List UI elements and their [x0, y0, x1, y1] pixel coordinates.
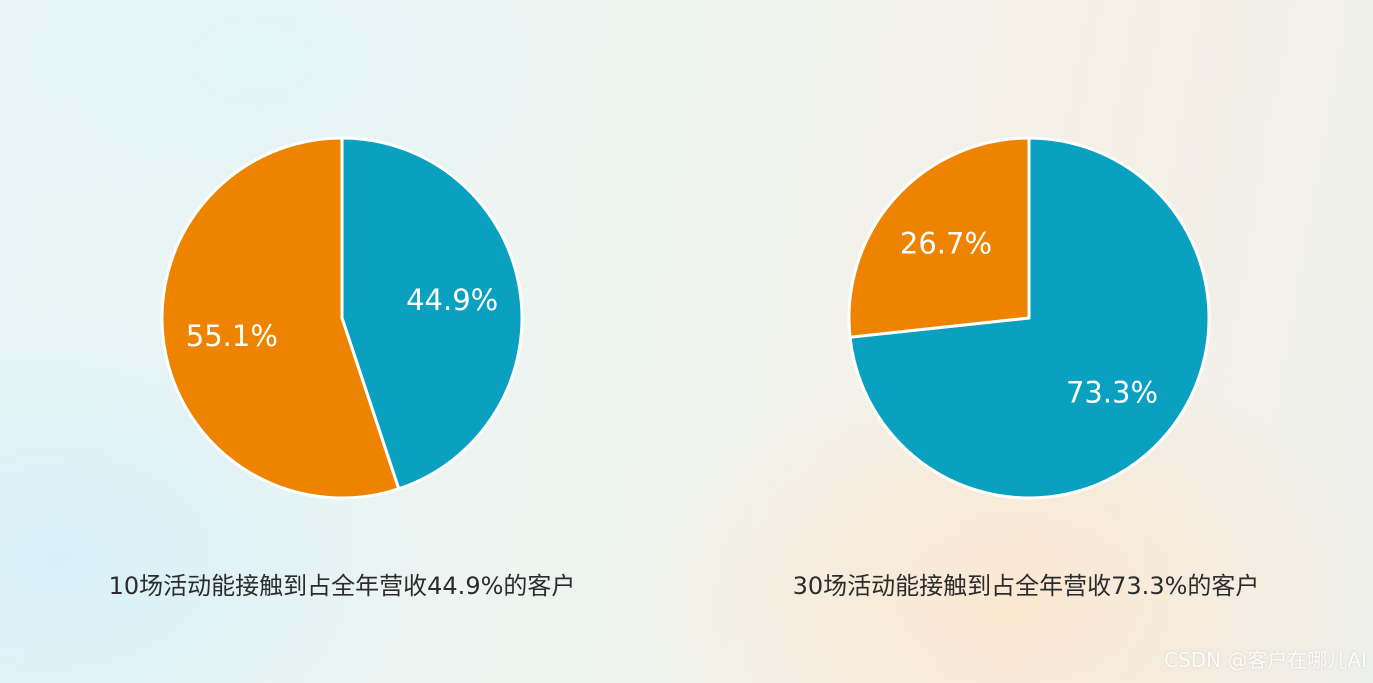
pie-slice-1 [160, 136, 401, 500]
slice-label-0: 44.9% [406, 283, 498, 317]
slice-label-1: 26.7% [900, 226, 992, 260]
pie-slice-0 [340, 136, 524, 491]
slice-label-1: 55.1% [186, 319, 278, 353]
chart-caption: 30场活动能接触到占全年营收73.3%的客户 [792, 572, 1260, 600]
slice-label-0: 73.3% [1066, 376, 1158, 410]
pie-chart-10-events: 44.9% 55.1% 10场活动能接触到占全年营收44.9%的客户 [0, 0, 686, 683]
watermark: CSDN @客户在哪儿AI [1164, 648, 1367, 672]
chart-caption: 10场活动能接触到占全年营收44.9%的客户 [108, 572, 576, 600]
pie-slice-1 [847, 136, 1031, 339]
pie-chart-svg: 44.9% 55.1% [160, 136, 524, 500]
pie-chart-svg: 73.3% 26.7% [847, 136, 1211, 500]
pie-chart-30-events: 73.3% 26.7% 30场活动能接触到占全年营收73.3%的客户 [687, 0, 1373, 683]
